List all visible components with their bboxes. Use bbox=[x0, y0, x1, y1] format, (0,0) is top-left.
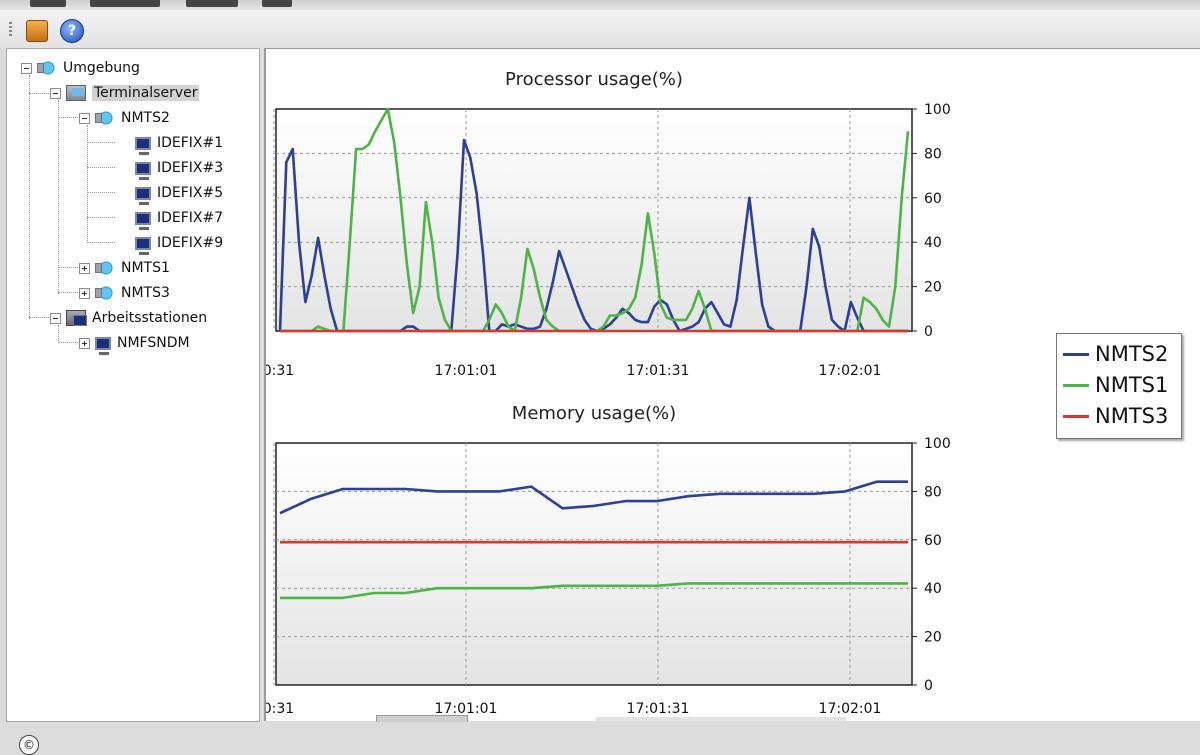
x-tick-label: 17:01:31 bbox=[627, 701, 690, 717]
book-icon[interactable] bbox=[26, 20, 48, 42]
tree-node-label: NMFSNDM bbox=[117, 335, 190, 351]
y-tick-label: 80 bbox=[924, 146, 942, 162]
y-tick-label: 20 bbox=[924, 280, 942, 296]
x-tick-label: 00:31 bbox=[266, 701, 294, 717]
y-tick-label: 80 bbox=[924, 484, 942, 500]
y-tick-label: 0 bbox=[924, 678, 933, 694]
computer-icon bbox=[95, 336, 111, 355]
expand-toggle[interactable] bbox=[79, 287, 90, 299]
menu-item-stub[interactable] bbox=[90, 0, 160, 7]
collapse-toggle[interactable] bbox=[21, 62, 32, 74]
x-tick-label: 17:01:01 bbox=[435, 363, 498, 379]
tree-node-label: IDEFIX#5 bbox=[157, 185, 224, 201]
legend-label: NMTS2 bbox=[1095, 342, 1169, 366]
tree-node-label: Arbeitsstationen bbox=[92, 310, 208, 326]
chart-title: Processor usage(%) bbox=[505, 69, 683, 90]
menu-item-stub[interactable] bbox=[186, 0, 238, 7]
legend-item-nmts1: NMTS1 bbox=[1063, 371, 1168, 399]
legend-swatch bbox=[1063, 383, 1089, 387]
tree-node-arbeitsstationen[interactable]: Arbeitsstationen bbox=[50, 307, 207, 329]
tree-node-label: Terminalserver bbox=[92, 85, 200, 101]
y-tick-label: 100 bbox=[924, 102, 951, 118]
bottom-strip bbox=[596, 717, 846, 721]
y-tick-label: 40 bbox=[924, 235, 942, 251]
tree-node-idefix-3[interactable]: IDEFIX#3 bbox=[135, 157, 224, 180]
chart-legend: NMTS2 NMTS1 NMTS3 bbox=[1056, 333, 1182, 439]
computer-icon bbox=[135, 161, 151, 180]
tree-node-label: IDEFIX#7 bbox=[157, 210, 224, 226]
x-tick-label: 17:02:01 bbox=[819, 701, 882, 717]
legend-label: NMTS3 bbox=[1095, 404, 1169, 428]
y-tick-label: 20 bbox=[924, 630, 942, 646]
tree-panel: Umgebung Terminalserver NMTS2 IDEFIX#1 I… bbox=[6, 48, 260, 755]
tree-node-label: IDEFIX#9 bbox=[157, 235, 224, 251]
tree-node-label: Umgebung bbox=[63, 60, 140, 76]
collapse-toggle[interactable] bbox=[50, 87, 61, 99]
processor-usage-svg: Processor usage(%) 0 20 40 60 80 100 00:31 17:01… bbox=[266, 69, 951, 379]
expand-toggle[interactable] bbox=[79, 337, 90, 349]
y-tick-label: 0 bbox=[924, 324, 933, 340]
memory-usage-chart: Memory usage(%) 0 20 40 60 80 100 00:31 17:01:01… bbox=[266, 385, 966, 721]
tree-view: Umgebung Terminalserver NMTS2 IDEFIX#1 I… bbox=[7, 49, 259, 721]
computer-icon bbox=[135, 236, 151, 255]
tree-node-nmts3[interactable]: NMTS3 bbox=[79, 282, 170, 304]
collapse-toggle[interactable] bbox=[50, 312, 61, 324]
series-line-nmts2 bbox=[279, 480, 908, 515]
bottom-tab[interactable] bbox=[376, 715, 468, 722]
memory-usage-svg: Memory usage(%) 0 20 40 60 80 100 00:31 17:01:01… bbox=[266, 403, 951, 717]
tree-node-label: NMTS1 bbox=[121, 260, 170, 276]
tree-node-label: NMTS2 bbox=[121, 110, 170, 126]
y-tick-label: 100 bbox=[924, 436, 951, 452]
legend-swatch bbox=[1063, 414, 1089, 418]
tree-node-label: IDEFIX#1 bbox=[157, 135, 224, 151]
legend-swatch bbox=[1063, 352, 1089, 356]
x-tick-label: 00:31 bbox=[266, 363, 294, 379]
collapse-toggle[interactable] bbox=[79, 112, 90, 124]
y-tick-label: 40 bbox=[924, 581, 942, 597]
expand-toggle[interactable] bbox=[79, 262, 90, 274]
y-tick-label: 60 bbox=[924, 191, 942, 207]
chart-title: Memory usage(%) bbox=[512, 403, 676, 424]
copyright-icon: © bbox=[19, 735, 39, 755]
network-icon bbox=[37, 60, 57, 76]
server-icon bbox=[95, 285, 115, 301]
chart-panel: Processor usage(%) 0 20 40 60 80 100 00:31 17:01… bbox=[264, 48, 1200, 722]
x-tick-label: 17:01:01 bbox=[435, 701, 498, 717]
tree-node-idefix-1[interactable]: IDEFIX#1 bbox=[135, 132, 224, 155]
server-icon bbox=[95, 260, 115, 276]
computer-icon bbox=[135, 211, 151, 230]
toolbar: ? bbox=[0, 10, 1200, 48]
help-icon[interactable]: ? bbox=[60, 19, 84, 43]
tree-node-root[interactable]: Umgebung bbox=[21, 57, 140, 79]
plot-area bbox=[275, 108, 913, 332]
processor-usage-chart: Processor usage(%) 0 20 40 60 80 100 00:31 17:01… bbox=[266, 49, 966, 383]
tree-node-nmts1[interactable]: NMTS1 bbox=[79, 257, 170, 279]
tree-node-idefix-9[interactable]: IDEFIX#9 bbox=[135, 232, 224, 255]
tree-node-idefix-5[interactable]: IDEFIX#5 bbox=[135, 182, 224, 205]
server-icon bbox=[95, 110, 115, 126]
series-line-nmts1 bbox=[280, 582, 908, 600]
tree-node-label: IDEFIX#3 bbox=[157, 160, 224, 176]
legend-label: NMTS1 bbox=[1095, 373, 1169, 397]
tree-node-label: NMTS3 bbox=[121, 285, 170, 301]
legend-item-nmts3: NMTS3 bbox=[1063, 402, 1168, 430]
x-tick-label: 17:01:31 bbox=[627, 363, 690, 379]
y-tick-label: 60 bbox=[924, 533, 942, 549]
tree-node-nmts2[interactable]: NMTS2 bbox=[79, 107, 170, 129]
computer-icon bbox=[135, 136, 151, 155]
workstation-group-icon bbox=[66, 310, 87, 326]
tree-node-nmfsndm[interactable]: NMFSNDM bbox=[79, 332, 190, 355]
tree-node-idefix-7[interactable]: IDEFIX#7 bbox=[135, 207, 224, 230]
toolbar-grip[interactable] bbox=[9, 22, 12, 38]
plot-area bbox=[275, 442, 913, 686]
server-group-icon bbox=[66, 85, 86, 101]
menu-item-stub[interactable] bbox=[262, 0, 292, 7]
computer-icon bbox=[135, 186, 151, 205]
x-tick-label: 17:02:01 bbox=[819, 363, 882, 379]
tree-node-terminalserver[interactable]: Terminalserver bbox=[50, 82, 200, 104]
menu-item-stub[interactable] bbox=[30, 0, 66, 7]
legend-item-nmts2: NMTS2 bbox=[1063, 340, 1168, 368]
